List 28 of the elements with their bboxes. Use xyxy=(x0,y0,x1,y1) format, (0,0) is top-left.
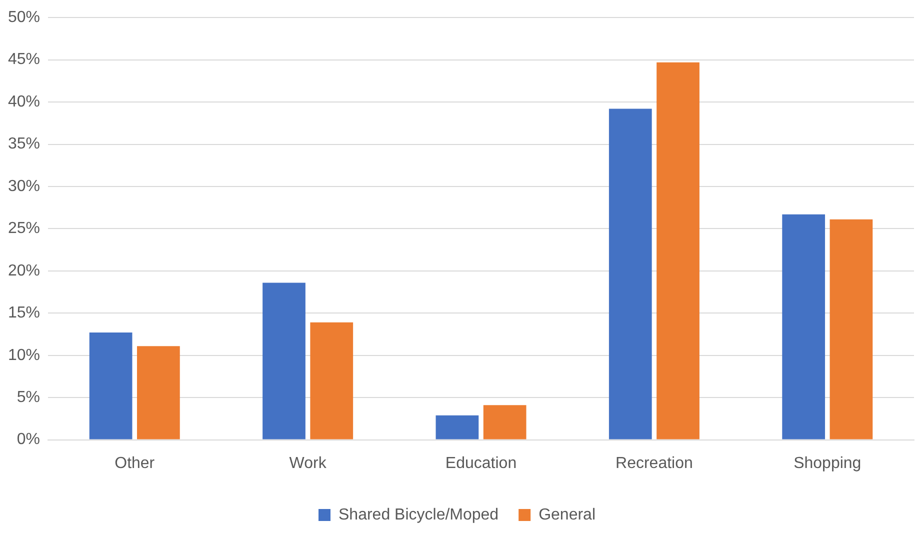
y-tick-label: 50% xyxy=(8,9,40,26)
y-tick-label: 30% xyxy=(8,178,40,195)
bar xyxy=(89,332,132,440)
y-tick-label: 45% xyxy=(8,51,40,68)
y-tick-label: 25% xyxy=(8,220,40,238)
bar xyxy=(782,214,826,440)
legend-label: General xyxy=(538,506,596,524)
x-tick-label: Work xyxy=(289,454,328,472)
y-tick-label: 35% xyxy=(8,136,40,153)
y-tick-label: 20% xyxy=(8,262,40,280)
y-tick-label: 10% xyxy=(8,346,40,364)
bar xyxy=(483,405,526,440)
bar xyxy=(608,108,652,440)
y-tick-label: 0% xyxy=(16,431,40,448)
bar xyxy=(262,282,306,440)
bar xyxy=(310,322,354,440)
bar xyxy=(656,62,700,440)
x-tick-label: Other xyxy=(114,454,156,472)
x-tick-label: Education xyxy=(445,454,517,472)
bar xyxy=(436,415,479,440)
x-tick-label: Recreation xyxy=(616,454,693,472)
bar xyxy=(137,346,180,440)
x-tick-label: Shopping xyxy=(794,454,862,472)
bar xyxy=(830,219,873,440)
legend-label: Shared Bicycle/Moped xyxy=(338,506,499,524)
y-tick-label: 15% xyxy=(8,304,40,322)
y-tick-label: 5% xyxy=(16,388,40,406)
y-tick-label: 40% xyxy=(8,93,40,110)
